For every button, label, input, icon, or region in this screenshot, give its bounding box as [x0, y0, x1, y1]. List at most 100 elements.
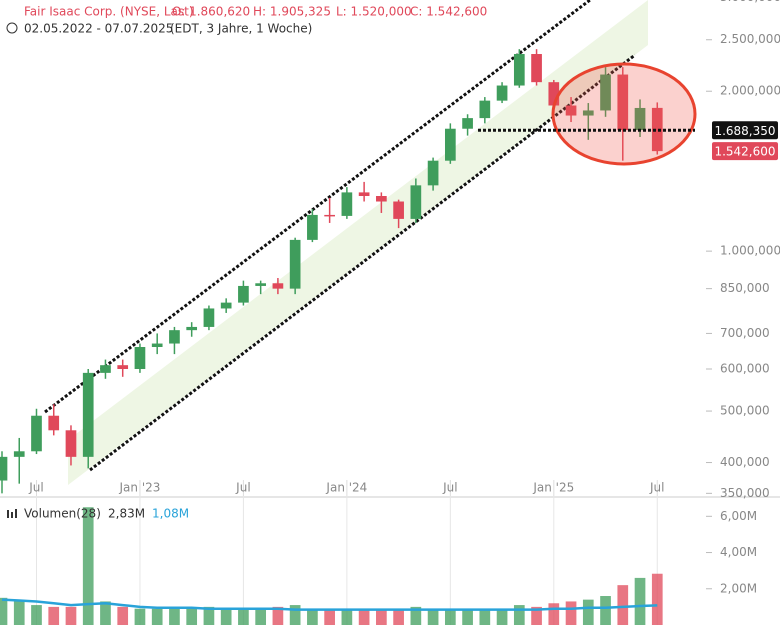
y-tick-label: 6,00M: [720, 509, 757, 523]
info: (EDT, 3 Jahre, 1 Woche): [170, 22, 312, 36]
volume-bar: [117, 606, 129, 625]
volume-bar: [444, 610, 456, 625]
candle-body: [548, 82, 560, 106]
volume-bar: [393, 608, 404, 625]
volume-bar: [617, 585, 629, 625]
candle-body: [444, 128, 456, 161]
volume-bar: [410, 606, 422, 625]
candle-body: [496, 85, 508, 101]
volume-bar: [255, 608, 267, 625]
vol-icon: [11, 512, 13, 518]
volume-bar: [513, 605, 525, 625]
volume-bar: [82, 507, 94, 625]
volume-bar: [134, 608, 146, 625]
vol-icon: [7, 510, 9, 518]
y-tick-label: 850,000: [720, 281, 770, 295]
vol-icon: [15, 509, 17, 518]
candle-body: [600, 74, 611, 111]
y-tick-label: 400,000: [720, 455, 770, 469]
x-tick-label: Jul: [442, 481, 457, 495]
open: O: 1.860,620: [172, 5, 250, 19]
candle-body: [393, 201, 404, 219]
candle-body: [289, 239, 301, 289]
volume-bar: [0, 597, 8, 625]
volume-bar: [238, 608, 249, 625]
plot: [0, 49, 663, 625]
candle-body: [410, 185, 422, 219]
volume-bar: [600, 596, 611, 625]
channel-top: [44, 0, 591, 414]
volume-bar: [582, 599, 594, 625]
candle-body: [100, 365, 111, 373]
volume-bar: [65, 606, 77, 625]
candle-body: [341, 192, 353, 216]
candle-body: [117, 365, 129, 369]
candle-body: [48, 415, 60, 431]
candle-body: [376, 195, 387, 202]
volume-bar: [48, 606, 60, 625]
y-tick-label: 3.000,000: [720, 0, 780, 4]
volume-bar: [341, 608, 353, 625]
volume-bar: [186, 608, 198, 625]
x-tick-label: Jul: [235, 481, 250, 495]
candle-body: [324, 214, 335, 217]
x-tick-label: Jul: [28, 481, 43, 495]
x-tick-label: Jul: [649, 481, 664, 495]
volume-bar: [651, 573, 663, 625]
candle-body: [203, 308, 215, 327]
volume-bar: [376, 608, 387, 625]
price-label-box: [712, 142, 778, 161]
y-tick-label: 2.000,000: [720, 84, 780, 98]
y-tick-label: 700,000: [720, 326, 770, 340]
volume-bar: [427, 608, 439, 625]
volume-bar: [272, 606, 284, 625]
title: Fair Isaac Corp. (NYSE, Last): [24, 5, 194, 19]
channel-fill: [68, 0, 648, 485]
highlight-ellipse: [551, 62, 697, 166]
range: 02.05.2022 - 07.07.2025: [24, 22, 173, 36]
x-tick-label: Jan '23: [119, 481, 161, 495]
low: L: 1.520,000: [336, 5, 412, 19]
candle-body: [634, 107, 646, 131]
candle-body: [617, 74, 629, 131]
y-tick-label: 600,000: [720, 361, 770, 375]
candle-body: [513, 54, 525, 86]
volume-bar: [462, 608, 473, 625]
price-label-box: [712, 121, 778, 140]
candle-body: [462, 118, 473, 129]
volume-bar: [531, 606, 542, 625]
y-tick-label: 350,000: [720, 486, 770, 500]
candle-body: [358, 192, 370, 196]
x-tick-label: Jan '25: [532, 481, 574, 495]
y-tick-label: 2.500,000: [720, 32, 780, 46]
volume-bar: [634, 577, 646, 625]
volume-legend: Volumen(28): [24, 507, 101, 521]
volume-bar: [169, 606, 180, 625]
volume-bar: [565, 601, 577, 625]
high: H: 1.905,325: [253, 5, 331, 19]
candle-body: [186, 326, 198, 331]
price-label: 1.542,600: [714, 145, 775, 159]
x-tick-label: Jan '24: [325, 481, 367, 495]
y-tick-label: 500,000: [720, 404, 770, 418]
candle-body: [0, 456, 8, 481]
volume-bar: [13, 601, 25, 625]
candle-body: [582, 110, 594, 116]
y-tick-label: 2,00M: [720, 581, 757, 595]
y-tick-label: 1.000,000: [720, 244, 780, 258]
volume-bar: [289, 605, 301, 625]
volume-bar: [203, 606, 215, 625]
candle-body: [134, 347, 146, 369]
volume-average: 1,08M: [152, 507, 189, 521]
candle-body: [255, 283, 267, 286]
candle-body: [31, 415, 42, 452]
candle-body: [531, 54, 542, 83]
candle-body: [427, 160, 439, 186]
candle-body: [565, 105, 577, 116]
volume-bar: [479, 610, 491, 625]
candle-body: [169, 330, 180, 344]
volume-bar: [324, 610, 335, 625]
candle-body: [220, 302, 232, 309]
close: C: 1.542,600: [410, 5, 487, 19]
volume-bar: [31, 605, 42, 625]
